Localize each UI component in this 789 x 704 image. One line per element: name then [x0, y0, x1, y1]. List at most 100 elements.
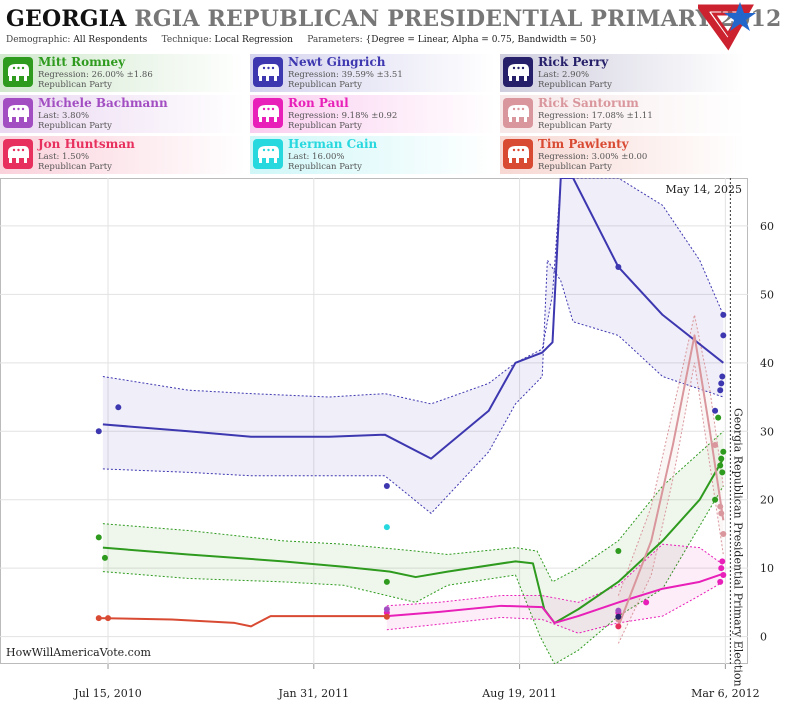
plot-marks [95, 178, 727, 664]
data-point-mitt-romney [720, 448, 727, 455]
legend-mitt-romney: Mitt Romney Regression: 26.00% ±1.86 Repub… [0, 54, 245, 92]
parameters-value: {Degree = Linear, Alpha = 0.75, Bandwidt… [365, 35, 598, 45]
data-point-michele-bachmann [383, 606, 390, 613]
y-tick-label: 20 [760, 494, 774, 507]
x-tick-label: Mar 6, 2012 [691, 687, 760, 700]
legend-rick-perry: Rick Perry Last: 2.90% Republican Party [500, 54, 745, 92]
y-tick-label: 60 [760, 220, 774, 233]
data-point-ron-paul [643, 599, 650, 606]
candidate-party: Republican Party [288, 121, 362, 131]
candidate-name: Jon Huntsman [38, 137, 135, 151]
data-point-tim-pawlenty [383, 613, 390, 620]
technique-label: Technique: [161, 35, 212, 45]
band-lower-ron-paul [386, 581, 724, 634]
x-tick-label: Jul 15, 2010 [73, 687, 142, 700]
series-line-rick-santorum [617, 334, 725, 627]
legend-jon-huntsman: Jon Huntsman Last: 1.50% Republican Party [0, 136, 245, 174]
candidate-party: Republican Party [538, 121, 612, 131]
legend-ron-paul: Ron Paul Regression: 9.18% ±0.92 Republica… [250, 95, 495, 133]
candidate-stat: Regression: 39.59% ±3.51 [288, 70, 403, 80]
chart: Georgia Republican Presidential Primary … [0, 178, 774, 700]
data-point-newt-gingrich [615, 263, 622, 270]
legend-rick-santorum: Rick Santorum Regression: 17.08% ±1.11 Rep… [500, 95, 745, 133]
data-point-herman-cain [383, 524, 390, 531]
header: GEORGIA RGIA REPUBLICAN PRESIDENTIAL PRI… [0, 0, 789, 52]
elephant-icon [503, 57, 533, 87]
data-point-mitt-romney [718, 455, 725, 462]
candidate-party: Republican Party [538, 162, 612, 172]
elephant-icon [3, 98, 33, 128]
data-point-newt-gingrich [383, 483, 390, 490]
candidate-stat: Last: 1.50% [38, 152, 90, 162]
data-point-mitt-romney [615, 548, 622, 555]
y-tick-label: 50 [760, 288, 774, 301]
candidate-party: Republican Party [288, 162, 362, 172]
candidate-name: Michele Bachmann [38, 96, 168, 110]
data-point-mitt-romney [712, 496, 719, 503]
band-mitt-romney [102, 431, 724, 664]
series-line-tim-pawlenty [98, 615, 387, 628]
elephant-icon [503, 139, 533, 169]
y-tick-label: 30 [760, 425, 774, 438]
candidate-name: Rick Santorum [538, 96, 639, 110]
data-point-rick-santorum [718, 510, 725, 517]
demographic-value: All Respondents [73, 35, 148, 45]
candidate-stat: Regression: 26.00% ±1.86 [38, 70, 153, 80]
legend-michele-bachmann: Michele Bachmann Last: 3.80% Republican Pa… [0, 95, 245, 133]
elephant-icon [3, 57, 33, 87]
legend-tim-pawlenty: Tim Pawlenty Regression: 3.00% ±0.00 Repub… [500, 136, 745, 174]
candidate-name: Ron Paul [288, 96, 349, 110]
data-point-michele-bachmann [615, 607, 622, 614]
title-rest: RGIA REPUBLICAN PRESIDENTIAL PRIMARY 201… [134, 6, 782, 32]
election-label: Georgia Republican Presidential Primary … [731, 408, 744, 687]
candidate-stat: Regression: 3.00% ±0.00 [538, 152, 648, 162]
title-state: GEORGIA [6, 6, 127, 32]
band-upper-rick-santorum [617, 314, 724, 596]
candidate-party: Republican Party [288, 80, 362, 90]
y-tick-label: 0 [760, 631, 767, 644]
band-upper-ron-paul [386, 543, 724, 607]
data-point-mitt-romney [719, 469, 726, 476]
elephant-icon [253, 98, 283, 128]
data-point-mitt-romney [383, 578, 390, 585]
candidate-name: Rick Perry [538, 55, 609, 69]
data-point-newt-gingrich [718, 380, 725, 387]
data-point-mitt-romney [717, 462, 724, 469]
candidate-stat: Last: 2.90% [538, 70, 590, 80]
data-point-jon-huntsman [615, 623, 622, 630]
data-point-ron-paul [717, 578, 724, 585]
data-point-newt-gingrich [712, 407, 719, 414]
candidate-name: Herman Cain [288, 137, 378, 151]
series-line-ron-paul [386, 572, 724, 624]
data-point-newt-gingrich [719, 373, 726, 380]
band-upper-newt-gingrich [102, 178, 724, 405]
candidate-party: Republican Party [38, 162, 112, 172]
data-point-tim-pawlenty [105, 615, 112, 622]
data-point-ron-paul [720, 572, 727, 579]
candidate-stat: Regression: 17.08% ±1.11 [538, 111, 653, 121]
data-point-mitt-romney [101, 554, 108, 561]
page-title: GEORGIA RGIA REPUBLICAN PRESIDENTIAL PRI… [6, 6, 782, 32]
band-rick-santorum [618, 314, 724, 644]
data-point-mitt-romney [95, 534, 102, 541]
parameters-label: Parameters: [307, 35, 363, 45]
elephant-icon [253, 139, 283, 169]
data-point-ron-paul [718, 565, 725, 572]
data-point-rick-santorum [720, 530, 727, 537]
star-logo [698, 2, 756, 51]
technique-value: Local Regression [214, 35, 293, 45]
y-tick-label: 10 [760, 562, 774, 575]
data-point-mitt-romney [715, 414, 722, 421]
candidate-party: Republican Party [38, 121, 112, 131]
candidate-party: Republican Party [538, 80, 612, 90]
parameters-line: Demographic: All Respondents Technique: … [6, 35, 597, 45]
watermark: HowWillAmericaVote.com [6, 646, 151, 659]
y-tick-label: 40 [760, 357, 774, 370]
x-tick-label: Jan 31, 2011 [278, 687, 350, 700]
demographic-label: Demographic: [6, 35, 71, 45]
band-lower-newt-gingrich [102, 258, 724, 515]
series-line-mitt-romney [102, 458, 725, 624]
elephant-icon [253, 57, 283, 87]
current-date-label: May 14, 2025 [665, 183, 742, 196]
data-point-newt-gingrich [717, 387, 724, 394]
